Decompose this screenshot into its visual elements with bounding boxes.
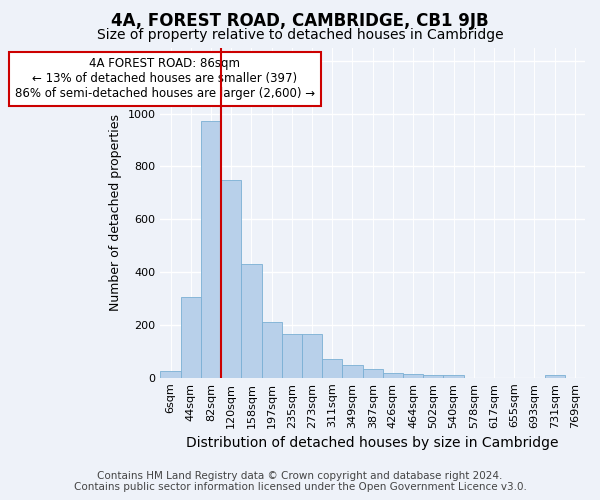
Text: Contains HM Land Registry data © Crown copyright and database right 2024.
Contai: Contains HM Land Registry data © Crown c…	[74, 471, 526, 492]
Bar	[241, 264, 262, 378]
Bar	[545, 374, 565, 378]
Bar	[322, 360, 343, 378]
Y-axis label: Number of detached properties: Number of detached properties	[109, 114, 122, 311]
Bar	[362, 370, 383, 378]
Text: 4A, FOREST ROAD, CAMBRIDGE, CB1 9JB: 4A, FOREST ROAD, CAMBRIDGE, CB1 9JB	[111, 12, 489, 30]
Bar	[201, 122, 221, 378]
X-axis label: Distribution of detached houses by size in Cambridge: Distribution of detached houses by size …	[187, 436, 559, 450]
Bar	[181, 297, 201, 378]
Bar	[221, 180, 241, 378]
Text: 4A FOREST ROAD: 86sqm
← 13% of detached houses are smaller (397)
86% of semi-det: 4A FOREST ROAD: 86sqm ← 13% of detached …	[14, 58, 315, 100]
Bar	[160, 371, 181, 378]
Text: Size of property relative to detached houses in Cambridge: Size of property relative to detached ho…	[97, 28, 503, 42]
Bar	[343, 365, 362, 378]
Bar	[403, 374, 423, 378]
Bar	[443, 374, 464, 378]
Bar	[262, 322, 282, 378]
Bar	[302, 334, 322, 378]
Bar	[423, 374, 443, 378]
Bar	[282, 334, 302, 378]
Bar	[383, 372, 403, 378]
